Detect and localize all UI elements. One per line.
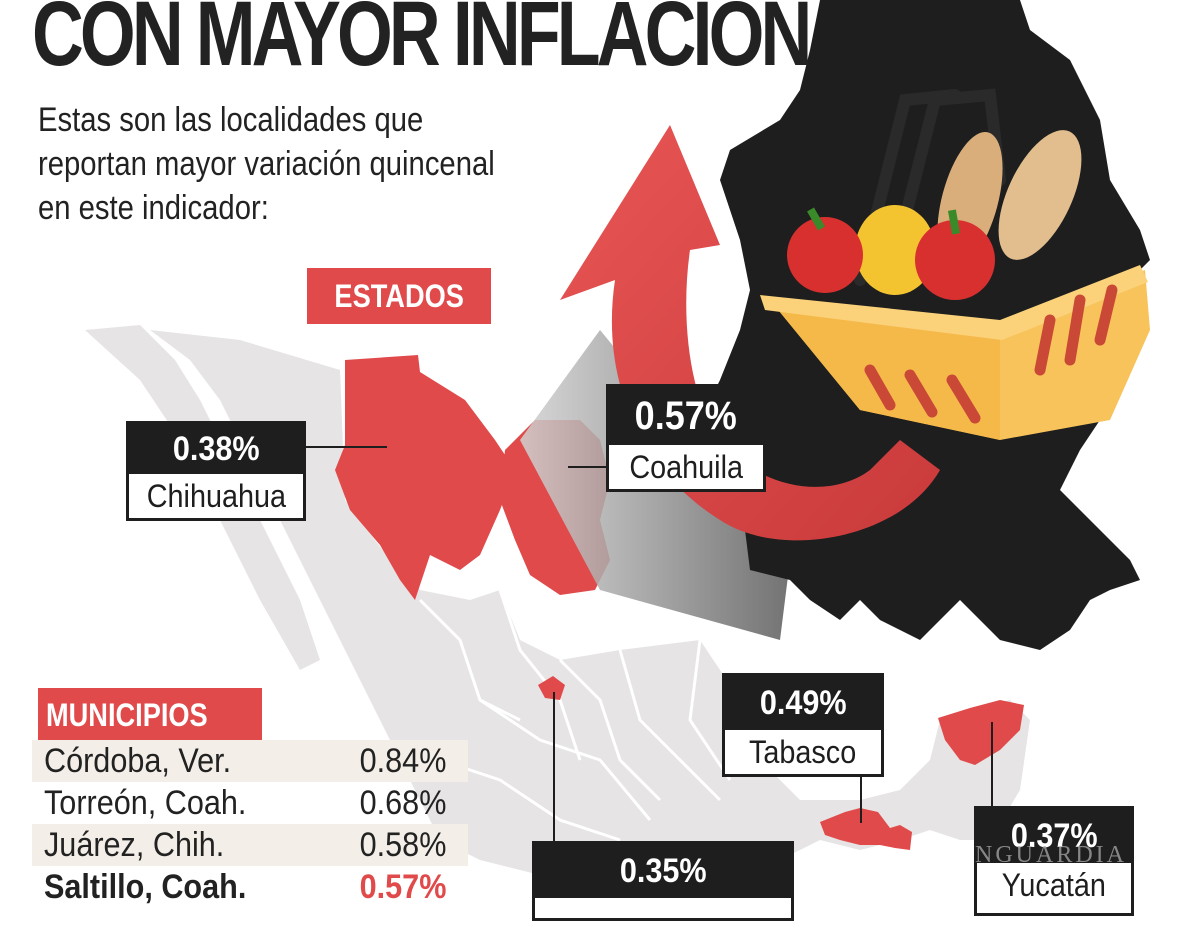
center-state-label: 0.35% — [532, 841, 794, 921]
yucatan-label: 0.37% Yucatán — [974, 806, 1134, 916]
subtitle-line: en este indicador: — [38, 189, 269, 227]
subtitle-line: Estas son las localidades que — [38, 101, 424, 139]
tabasco-value: 0.49% — [725, 676, 881, 730]
municipio-name: Córdoba, Ver. — [44, 741, 232, 780]
municipios-section-tag: MUNICIPIOS — [38, 688, 262, 740]
tabasco-state-shape — [820, 808, 912, 850]
municipios-label: MUNICIPIOS — [46, 697, 208, 733]
chihuahua-name: Chihuahua — [146, 478, 286, 514]
estados-section-tag: ESTADOS — [307, 268, 491, 324]
coahuila-label: 0.57% Coahuila — [606, 384, 766, 492]
table-row-highlighted: Saltillo, Coah. 0.57% — [32, 866, 468, 908]
municipio-value: 0.68% — [359, 783, 446, 822]
chihuahua-label: 0.38% Chihuahua — [126, 421, 306, 521]
center-state-value: 0.35% — [535, 844, 791, 898]
coahuila-name: Coahuila — [629, 449, 743, 485]
coahuila-leader-line — [568, 466, 608, 468]
yucatan-name: Yucatán — [1001, 867, 1107, 903]
municipio-name: Saltillo, Coah. — [44, 867, 247, 906]
tabasco-label: 0.49% Tabasco — [722, 673, 884, 777]
chihuahua-leader-line — [305, 446, 387, 448]
chihuahua-value: 0.38% — [129, 424, 303, 474]
table-row: Juárez, Chih. 0.58% — [32, 824, 468, 866]
municipio-value: 0.58% — [359, 825, 446, 864]
yucatan-state-shape — [938, 700, 1024, 765]
center-state-name — [535, 898, 791, 942]
mexico-map-icon — [85, 325, 1030, 900]
subtitle: Estas son las localidades que reportan m… — [38, 98, 520, 230]
shopping-basket-icon — [760, 88, 1150, 440]
page-title: CON MAYOR INFLACIÓN — [32, 0, 812, 85]
subtitle-line: reportan mayor variación quincenal — [38, 145, 495, 183]
municipio-name: Juárez, Chih. — [44, 825, 225, 864]
yucatan-leader-line — [991, 722, 993, 810]
watermark: NGUARDIA — [975, 842, 1127, 868]
table-row: Torreón, Coah. 0.68% — [32, 782, 468, 824]
tabasco-name: Tabasco — [749, 734, 857, 770]
small-state-shape — [538, 676, 565, 700]
municipios-table: Córdoba, Ver. 0.84% Torreón, Coah. 0.68%… — [32, 740, 468, 908]
coahuila-value: 0.57% — [609, 387, 763, 445]
municipio-name: Torreón, Coah. — [44, 783, 247, 822]
yucatan-value: 0.37% — [977, 809, 1131, 863]
center-leader-line — [553, 692, 555, 842]
tabasco-leader-line — [860, 775, 862, 823]
infographic-illustration — [85, 0, 1150, 900]
estados-label: ESTADOS — [334, 278, 464, 314]
municipio-value: 0.84% — [359, 741, 446, 780]
municipio-value: 0.57% — [359, 867, 446, 906]
table-row: Córdoba, Ver. 0.84% — [32, 740, 468, 782]
chihuahua-state-shape — [335, 355, 515, 600]
